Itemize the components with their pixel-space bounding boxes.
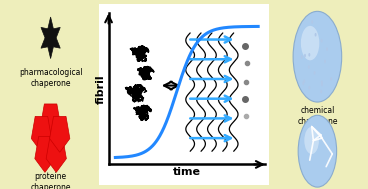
Text: chemical
chaperone: chemical chaperone (297, 106, 338, 126)
Circle shape (314, 71, 316, 75)
Circle shape (308, 65, 310, 69)
Text: pharmacological
chaperone: pharmacological chaperone (19, 68, 82, 88)
Circle shape (308, 86, 310, 90)
Circle shape (303, 79, 305, 83)
Circle shape (324, 60, 326, 63)
Circle shape (321, 39, 322, 43)
X-axis label: time: time (173, 167, 201, 177)
Polygon shape (31, 116, 52, 152)
FancyBboxPatch shape (99, 4, 269, 185)
Polygon shape (41, 17, 60, 59)
Circle shape (326, 47, 328, 51)
Circle shape (293, 11, 342, 102)
Circle shape (302, 81, 304, 85)
Circle shape (311, 20, 313, 24)
Circle shape (298, 115, 337, 187)
Circle shape (321, 83, 323, 86)
Polygon shape (50, 116, 70, 152)
Circle shape (301, 55, 303, 59)
Circle shape (321, 80, 323, 84)
Polygon shape (40, 104, 61, 140)
Circle shape (320, 90, 322, 94)
Circle shape (304, 54, 306, 57)
Circle shape (308, 53, 310, 57)
Text: proteine
chaperone: proteine chaperone (30, 172, 71, 189)
Circle shape (330, 77, 332, 81)
Circle shape (315, 33, 316, 36)
Polygon shape (46, 136, 66, 172)
Circle shape (304, 127, 319, 154)
Circle shape (301, 26, 319, 60)
Polygon shape (35, 136, 55, 172)
Y-axis label: fibril: fibril (96, 74, 106, 104)
